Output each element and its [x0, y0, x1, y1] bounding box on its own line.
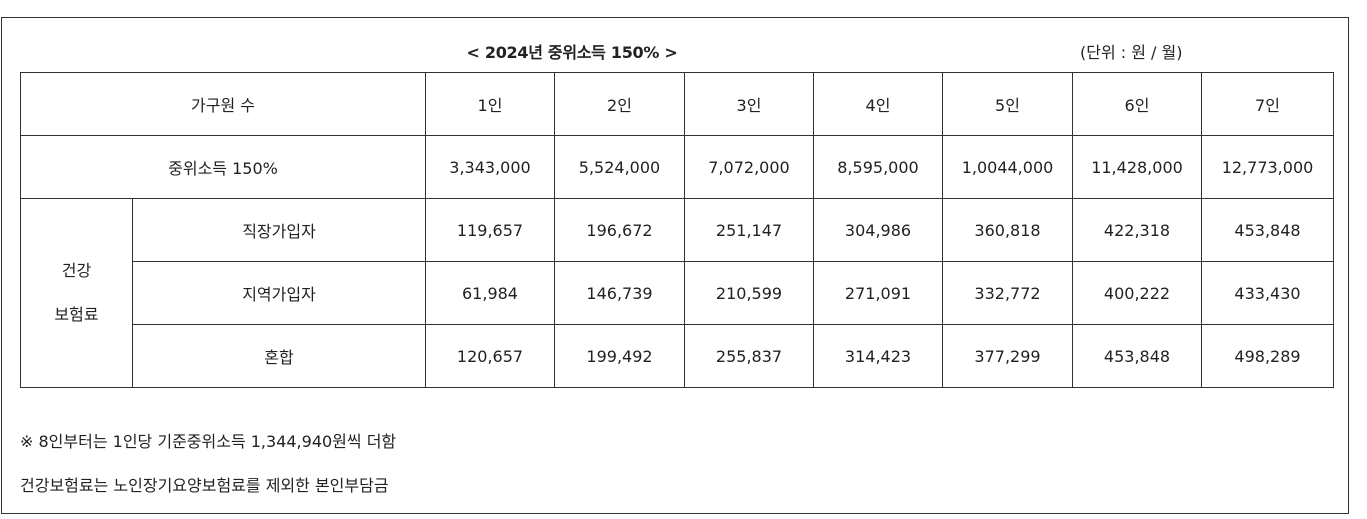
table-cell: 12,773,000 [1201, 135, 1334, 199]
table-title: < 2024년 중위소득 150% > [466, 43, 678, 62]
row-label: 중위소득 150% [20, 135, 426, 199]
table-cell: 7,072,000 [684, 135, 814, 199]
table-cell: 146,739 [554, 261, 685, 325]
table-cell: 332,772 [942, 261, 1073, 325]
income-table: 가구원 수 1인 2인 3인 4인 5인 6인 7인 중위소득 150% 3,3… [20, 72, 1334, 388]
group-label-line1: 건강 [61, 261, 92, 280]
table-cell: 422,318 [1072, 198, 1202, 262]
group-label-line2: 보험료 [54, 305, 99, 324]
table-cell: 271,091 [813, 261, 943, 325]
row-label: 지역가입자 [132, 261, 426, 325]
table-cell: 453,848 [1072, 324, 1202, 388]
row-label: 직장가입자 [132, 198, 426, 262]
header-cell: 2인 [554, 72, 685, 136]
table-cell: 5,524,000 [554, 135, 685, 199]
median-income-row: 중위소득 150% 3,343,000 5,524,000 7,072,000 … [20, 135, 1334, 199]
table-cell: 314,423 [813, 324, 943, 388]
header-cell: 1인 [425, 72, 555, 136]
insurance-group-label: 건강 보험료 [20, 198, 133, 388]
insurance-row-employee: 건강 보험료 직장가입자 119,657 196,672 251,147 304… [20, 198, 1334, 388]
table-cell: 498,289 [1201, 324, 1334, 388]
table-cell: 120,657 [425, 324, 555, 388]
table-cell: 199,492 [554, 324, 685, 388]
note-additional-member: ※ 8인부터는 1인당 기준중위소득 1,344,940원씩 더함 [20, 432, 397, 451]
table-cell: 377,299 [942, 324, 1073, 388]
table-cell: 210,599 [684, 261, 814, 325]
table-cell: 3,343,000 [425, 135, 555, 199]
header-cell: 4인 [813, 72, 943, 136]
table-cell: 119,657 [425, 198, 555, 262]
unit-label: (단위 : 원 / 월) [1080, 43, 1183, 62]
table-cell: 360,818 [942, 198, 1073, 262]
row-label: 혼합 [132, 324, 426, 388]
table-cell: 251,147 [684, 198, 814, 262]
table-cell: 1,0044,000 [942, 135, 1073, 199]
header-cell: 6인 [1072, 72, 1202, 136]
header-cell: 3인 [684, 72, 814, 136]
document-frame: < 2024년 중위소득 150% > (단위 : 원 / 월) 가구원 수 1… [1, 17, 1349, 514]
table-cell: 255,837 [684, 324, 814, 388]
insurance-row-regional: 지역가입자 61,984 146,739 210,599 271,091 332… [21, 261, 1334, 325]
table-cell: 8,595,000 [813, 135, 943, 199]
header-cell: 7인 [1201, 72, 1334, 136]
table-cell: 196,672 [554, 198, 685, 262]
header-row: 가구원 수 1인 2인 3인 4인 5인 6인 7인 [20, 72, 1334, 136]
header-cell: 5인 [942, 72, 1073, 136]
note-insurance-definition: 건강보험료는 노인장기요양보험료를 제외한 본인부담금 [20, 476, 389, 495]
table-cell: 304,986 [813, 198, 943, 262]
table-cell: 400,222 [1072, 261, 1202, 325]
header-label: 가구원 수 [20, 72, 426, 136]
table-cell: 11,428,000 [1072, 135, 1202, 199]
table-cell: 433,430 [1201, 261, 1334, 325]
table-cell: 453,848 [1201, 198, 1334, 262]
insurance-row-mixed: 혼합 120,657 199,492 255,837 314,423 377,2… [21, 324, 1334, 388]
table-cell: 61,984 [425, 261, 555, 325]
